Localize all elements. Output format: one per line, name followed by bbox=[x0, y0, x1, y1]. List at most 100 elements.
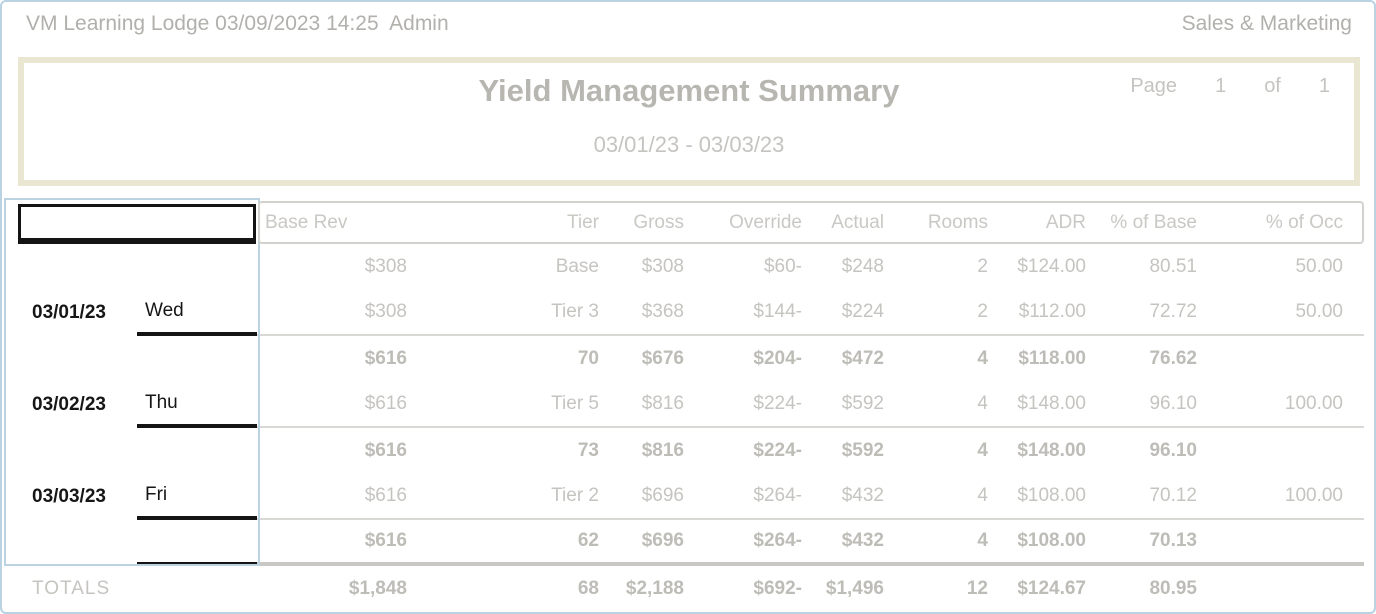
date-cell: 03/02/23 bbox=[32, 394, 106, 415]
day-cell bbox=[137, 244, 257, 290]
table-row: $616 70 $676 $204- $472 4 $118.00 76.62 bbox=[2, 336, 1364, 382]
table-cell: $224- bbox=[753, 440, 802, 461]
totals-label: TOTALS bbox=[32, 578, 111, 599]
report-date-range: 03/01/23 - 03/03/23 bbox=[593, 132, 785, 157]
day-cell bbox=[137, 520, 257, 566]
table-cell: $616 bbox=[364, 440, 407, 461]
table-cell: 4 bbox=[977, 440, 988, 461]
table-cell: $224- bbox=[684, 382, 802, 428]
table-cell: 50.00 bbox=[1197, 290, 1364, 336]
column-header--of-occ: % of Occ bbox=[1265, 212, 1343, 233]
table-cell: 2 bbox=[884, 290, 988, 336]
table-row: $616 62 $696 $264- $432 4 $108.00 70.13 bbox=[2, 520, 1364, 566]
table-cell: 4 bbox=[977, 348, 988, 369]
day-cell: Wed bbox=[137, 290, 257, 336]
table-cell: Tier 3 bbox=[407, 290, 599, 336]
totals-cell: 68 bbox=[577, 578, 599, 599]
table-cell: $112.00 bbox=[988, 290, 1086, 336]
table-cell: $368 bbox=[599, 290, 684, 336]
table-cell: 4 bbox=[884, 474, 988, 520]
totals-cell: 12 bbox=[966, 578, 988, 599]
table-cell: $592 bbox=[802, 382, 884, 428]
table-cell: 96.10 bbox=[1149, 440, 1197, 461]
table-cell: $248 bbox=[841, 256, 884, 277]
table-cell: $432 bbox=[802, 520, 884, 566]
table-cell: Tier 2 bbox=[407, 474, 599, 520]
date-column-header-cell[interactable] bbox=[18, 204, 256, 244]
table-cell: $676 bbox=[641, 348, 684, 369]
table-cell: $224 bbox=[802, 290, 884, 336]
date-cell bbox=[2, 428, 137, 474]
table-row: 03/01/23 Wed $308 Tier 3 $368 $144- $224 2 $112.… bbox=[2, 290, 1364, 336]
table-cell: 62 bbox=[407, 520, 599, 566]
table-row: 03/03/23 Fri $616 Tier 2 $696 $264- $432 4 $108.… bbox=[2, 474, 1364, 520]
page-label: Page bbox=[1130, 75, 1178, 97]
totals-cell: $2,188 bbox=[625, 578, 684, 599]
table-cell: $472 bbox=[841, 348, 884, 369]
column-header--of-base: % of Base bbox=[1110, 212, 1197, 233]
day-cell: Fri bbox=[137, 474, 257, 520]
column-header-tier: Tier bbox=[566, 212, 599, 233]
table-cell: $148.00 bbox=[988, 382, 1086, 428]
table-cell: $616 bbox=[364, 348, 407, 369]
date-cell bbox=[2, 244, 137, 290]
totals-cell bbox=[1197, 566, 1364, 612]
table-cell: $432 bbox=[802, 474, 884, 520]
page-total: 1 bbox=[1318, 75, 1330, 97]
table-cell: $696 bbox=[599, 520, 684, 566]
table-cell: 70.13 bbox=[1086, 520, 1197, 566]
day-cell: Thu bbox=[137, 382, 257, 428]
table-cell: 70.12 bbox=[1086, 474, 1197, 520]
table-cell: $696 bbox=[599, 474, 684, 520]
table-cell: $616 bbox=[257, 474, 407, 520]
table-cell: $204- bbox=[753, 348, 802, 369]
table-cell: $592 bbox=[841, 440, 884, 461]
column-header-adr: ADR bbox=[1045, 212, 1086, 233]
column-header-base-rev: Base Rev bbox=[265, 212, 348, 233]
table-cell: 50.00 bbox=[1295, 256, 1343, 277]
table-cell: $308 bbox=[641, 256, 684, 277]
table-cell bbox=[1197, 336, 1364, 382]
table-cell: $118.00 bbox=[1018, 348, 1086, 369]
day-cell bbox=[137, 428, 257, 474]
table-cell: $108.00 bbox=[988, 474, 1086, 520]
table-row: 03/02/23 Thu $616 Tier 5 $816 $224- $592 4 $148.… bbox=[2, 382, 1364, 428]
table-cell bbox=[1197, 520, 1364, 566]
totals-cell: $692- bbox=[753, 578, 802, 599]
table-cell: $108.00 bbox=[988, 520, 1086, 566]
table-cell: $816 bbox=[599, 382, 684, 428]
table-cell: 4 bbox=[884, 382, 988, 428]
table-row: $616 73 $816 $224- $592 4 $148.00 96.10 bbox=[2, 428, 1364, 474]
table-cell: $148.00 bbox=[1017, 440, 1086, 461]
table-cell: Tier 5 bbox=[407, 382, 599, 428]
table-cell: $144- bbox=[684, 290, 802, 336]
date-cell bbox=[2, 336, 137, 382]
table-cell: Base bbox=[555, 256, 599, 277]
totals-cell: $1,848 bbox=[348, 578, 407, 599]
column-header-actual: Actual bbox=[831, 212, 884, 233]
table-cell: $264- bbox=[684, 520, 802, 566]
table-cell: 100.00 bbox=[1197, 382, 1364, 428]
date-cell: 03/03/23 bbox=[32, 486, 106, 507]
table-cell: 73 bbox=[577, 440, 599, 461]
column-header-rooms: Rooms bbox=[927, 212, 988, 233]
table-cell: $816 bbox=[641, 440, 684, 461]
totals-row: TOTALS $1,848 68 $2,188 $692- $1,496 12 $124.67… bbox=[2, 566, 1364, 612]
totals-cell: $1,496 bbox=[825, 578, 884, 599]
table-cell: $264- bbox=[684, 474, 802, 520]
day-cell bbox=[137, 336, 257, 382]
table-cell: 4 bbox=[884, 520, 988, 566]
totals-cell: $124.67 bbox=[1017, 578, 1086, 599]
column-header-override: Override bbox=[729, 212, 802, 233]
table-cell: 2 bbox=[977, 256, 988, 277]
totals-cell: 80.95 bbox=[1149, 578, 1197, 599]
date-cell bbox=[2, 520, 137, 566]
table-cell: $616 bbox=[257, 382, 407, 428]
table-cell: $616 bbox=[257, 520, 407, 566]
table-body: Base Rev Tier Gross Override Actual Rooms ADR%… bbox=[2, 202, 1364, 612]
of-label: of bbox=[1264, 75, 1281, 97]
table-cell: 80.51 bbox=[1149, 256, 1197, 277]
date-cell: 03/01/23 bbox=[32, 302, 106, 323]
table-cell: $308 bbox=[257, 290, 407, 336]
